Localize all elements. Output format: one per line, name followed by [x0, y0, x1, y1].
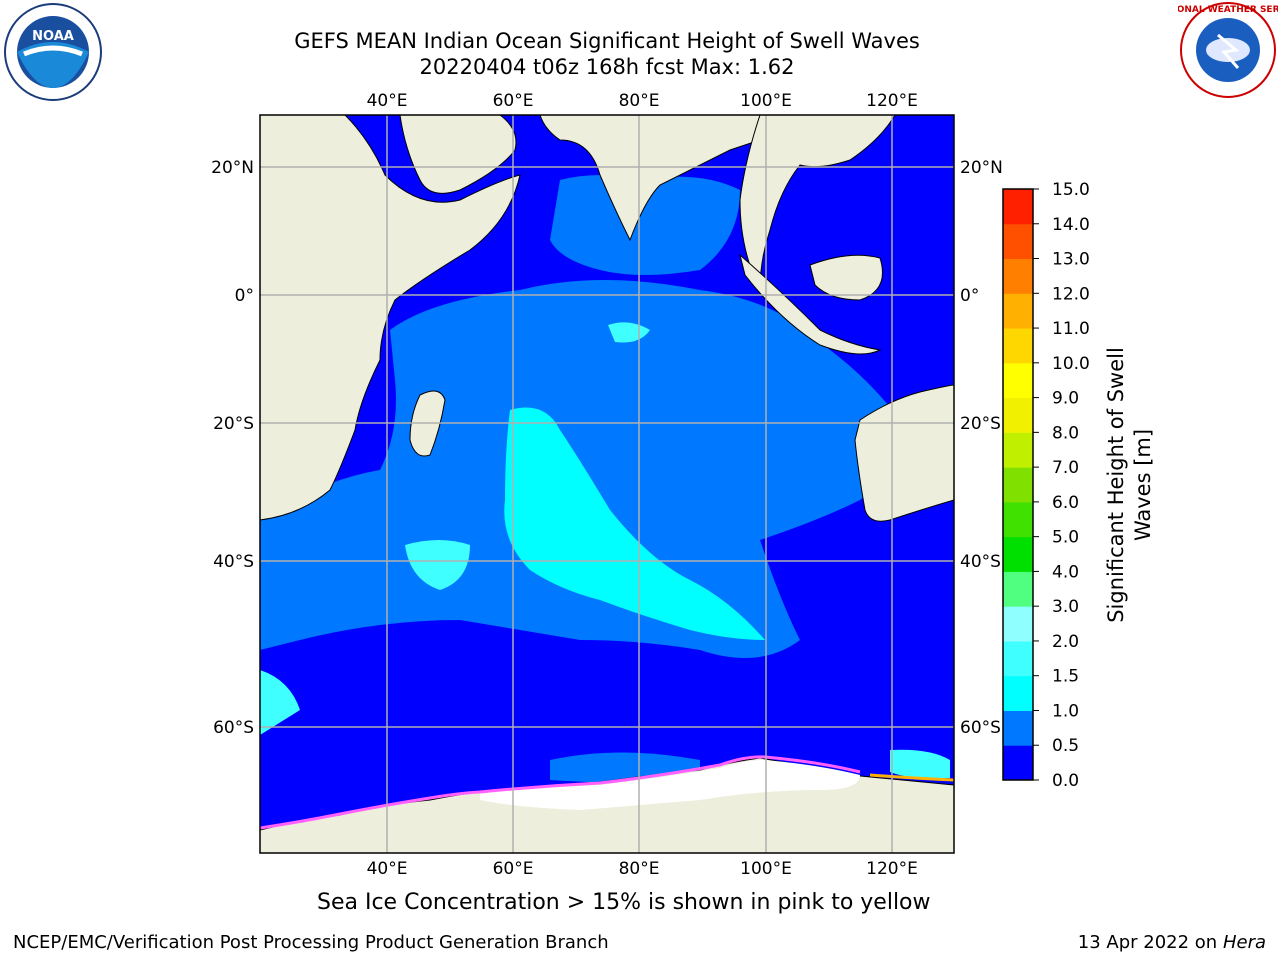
- colorbar-label: Significant Height of Swell Waves [m]: [1104, 347, 1155, 623]
- lat-labels-left: 20°N 0° 20°S 40°S 60°S: [211, 158, 254, 738]
- lat-label: 0°: [960, 286, 979, 306]
- chart-subtitle: 20220404 t06z 168h fcst Max: 1.62: [419, 55, 795, 79]
- colorbar-segment: [1003, 223, 1033, 260]
- colorbar-segment: [1003, 432, 1033, 468]
- colorbar-tick-label: 6.0: [1052, 493, 1079, 513]
- lat-label: 60°S: [960, 718, 1001, 738]
- colorbar-segment: [1003, 536, 1033, 572]
- land-africa: [260, 115, 521, 521]
- lon-labels-top: 40°E 60°E 80°E 100°E 120°E: [367, 91, 918, 111]
- lon-labels-bottom: 40°E 60°E 80°E 100°E 120°E: [367, 859, 918, 879]
- colorbar-segment: [1003, 710, 1033, 746]
- swell-1.0-1.5-region: [504, 407, 765, 640]
- colorbar-segment: [1003, 745, 1033, 781]
- land-southeast-asia: [739, 115, 896, 291]
- lon-label: 60°E: [493, 859, 534, 879]
- swell-0.5-1.0-region-north: [550, 175, 740, 275]
- noaa-logo-text: NOAA: [32, 29, 74, 44]
- sea-ice-edge-west: [260, 790, 481, 830]
- chart-title: GEFS MEAN Indian Ocean Significant Heigh…: [294, 29, 920, 53]
- colorbar-tick-label: 14.0: [1052, 215, 1090, 235]
- map-frame: [259, 114, 955, 854]
- colorbar-tick-label: 9.0: [1052, 389, 1079, 409]
- footer-host: Hera: [1222, 932, 1266, 953]
- colorbar-segment: [1003, 467, 1033, 503]
- colorbar-segment: [1003, 362, 1033, 399]
- land-australia: [854, 384, 954, 522]
- sea-ice-caption: Sea Ice Concentration > 15% is shown in …: [317, 890, 931, 915]
- colorbar-tick-label: 5.0: [1052, 528, 1079, 548]
- colorbar-segment: [1003, 328, 1033, 364]
- colorbar-tick-label: 0.5: [1052, 736, 1079, 756]
- lat-label: 20°N: [211, 158, 254, 178]
- lon-label: 120°E: [866, 859, 918, 879]
- lon-label: 120°E: [866, 91, 918, 111]
- colorbar-segment: [1003, 293, 1033, 329]
- colorbar-label-line1: Significant Height of Swell: [1104, 347, 1128, 623]
- footer-date: 13 Apr 2022 on Hera: [1078, 932, 1266, 953]
- lat-label: 20°S: [960, 414, 1001, 434]
- lon-label: 40°E: [367, 859, 408, 879]
- lat-label: 0°: [235, 286, 254, 306]
- land-indonesia: [739, 253, 882, 355]
- colorbar-segment: [1003, 189, 1033, 225]
- colorbar-segment: [1003, 397, 1033, 433]
- lat-labels-right: 20°N 0° 20°S 40°S 60°S: [960, 158, 1003, 738]
- sea-ice-edge-east: [869, 773, 954, 782]
- colorbar-tick-label: 3.0: [1052, 597, 1079, 617]
- colorbar-tick-label: 1.5: [1052, 667, 1079, 687]
- colorbar: [1002, 188, 1034, 781]
- lat-label: 20°N: [960, 158, 1003, 178]
- colorbar-ticks: 0.0 0.5 1.0 1.5 2.0 3.0 4.0 5.0 6.0 7.0 8.0 9.0 10.0…: [1033, 180, 1090, 791]
- land-arabia: [399, 115, 517, 194]
- swell-0.5-1.0-region-west: [260, 566, 380, 612]
- colorbar-tick-label: 13.0: [1052, 250, 1090, 270]
- colorbar-segment: [1003, 571, 1033, 607]
- swell-1.0-1.5-patch: [405, 540, 470, 590]
- colorbar-tick-label: 0.0: [1052, 771, 1079, 791]
- colorbar-tick-label: 8.0: [1052, 423, 1079, 443]
- swell-1.0-1.5-patch-se: [890, 749, 950, 779]
- lon-label: 80°E: [619, 91, 660, 111]
- lat-label: 40°S: [213, 552, 254, 572]
- colorbar-tick-label: 15.0: [1052, 180, 1090, 200]
- noaa-logo: NOAA: [4, 3, 102, 101]
- lat-label: 40°S: [960, 552, 1001, 572]
- colorbar-segment: [1003, 258, 1033, 294]
- footer-date-text: 13 Apr 2022 on: [1077, 932, 1223, 953]
- colorbar-tick-label: 1.0: [1052, 701, 1079, 721]
- lon-label: 80°E: [619, 859, 660, 879]
- colorbar-tick-label: 7.0: [1052, 458, 1079, 478]
- colorbar-tick-label: 12.0: [1052, 284, 1090, 304]
- map-area: [260, 115, 954, 853]
- colorbar-segment: [1003, 606, 1033, 642]
- lon-label: 100°E: [740, 91, 792, 111]
- map-gridlines: [260, 115, 954, 853]
- nws-logo-text: NATIONAL WEATHER SERVICE: [1178, 5, 1278, 15]
- lon-label: 100°E: [740, 859, 792, 879]
- colorbar-label-line2: Waves [m]: [1131, 429, 1155, 541]
- sea-ice-region: [480, 760, 860, 810]
- colorbar-tick-label: 11.0: [1052, 319, 1090, 339]
- sea-ice-edge: [479, 755, 861, 794]
- colorbar-frame: [1002, 188, 1034, 781]
- footer-credit: NCEP/EMC/Verification Post Processing Pr…: [13, 932, 609, 953]
- lon-label: 40°E: [367, 91, 408, 111]
- swell-1.0-1.5-patch-sw: [260, 670, 300, 735]
- colorbar-tick-label: 10.0: [1052, 354, 1090, 374]
- nws-logo: NATIONAL WEATHER SERVICE: [1178, 2, 1278, 98]
- lat-label: 60°S: [213, 718, 254, 738]
- colorbar-segment: [1003, 675, 1033, 711]
- lon-label: 60°E: [493, 91, 534, 111]
- colorbar-segment: [1003, 501, 1033, 538]
- colorbar-segment: [1003, 640, 1033, 677]
- colorbar-tick-label: 2.0: [1052, 632, 1079, 652]
- lat-label: 20°S: [213, 414, 254, 434]
- colorbar-tick-label: 4.0: [1052, 562, 1079, 582]
